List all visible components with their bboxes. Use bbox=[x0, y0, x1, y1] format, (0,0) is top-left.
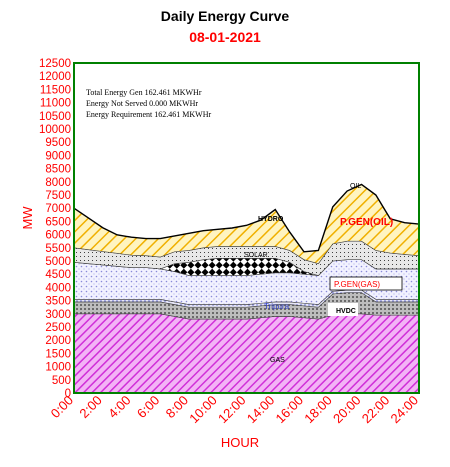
x-tick-label: 12:00 bbox=[215, 393, 249, 427]
stat-requirement: Energy Requirement 162.461 MKWHr bbox=[86, 110, 211, 119]
y-tick-label: 7000 bbox=[45, 203, 71, 215]
y-tick-label: 3500 bbox=[45, 296, 71, 308]
series-label-solar: SOLAR bbox=[244, 252, 268, 259]
stat-total-gen: Total Energy Gen 162.461 MKWHr bbox=[86, 88, 202, 97]
y-tick-label: 10000 bbox=[39, 124, 71, 136]
x-axis-title: HOUR bbox=[221, 435, 259, 450]
chart-subtitle: 08-01-2021 bbox=[189, 29, 261, 45]
y-tick-label: 500 bbox=[52, 375, 71, 387]
pgen-gas-label-box bbox=[329, 276, 403, 291]
x-tick-label: 2:00 bbox=[76, 393, 105, 422]
y-tick-label: 5000 bbox=[45, 256, 71, 268]
plot-frame bbox=[73, 62, 420, 394]
y-tick-label: 3000 bbox=[45, 309, 71, 321]
series-label-oil: OIL bbox=[350, 183, 361, 190]
y-tick-label: 5500 bbox=[45, 243, 71, 255]
hvdc-label-box bbox=[328, 303, 358, 316]
y-tick-label: 1500 bbox=[45, 348, 71, 360]
chart-title: Daily Energy Curve bbox=[161, 8, 290, 24]
x-tick-label: 0:00 bbox=[48, 393, 77, 422]
x-tick-label: 4:00 bbox=[105, 393, 134, 422]
y-tick-label: 2500 bbox=[45, 322, 71, 334]
y-tick-label: 8000 bbox=[45, 177, 71, 189]
y-tick-label: 6500 bbox=[45, 216, 71, 228]
series-label-gas: GAS bbox=[270, 357, 285, 364]
x-tick-label: 18:00 bbox=[301, 393, 335, 427]
area-layers bbox=[73, 183, 420, 394]
y-tick-label: 12000 bbox=[39, 71, 71, 83]
y-tick-label: 2000 bbox=[45, 335, 71, 347]
stat-not-served: Energy Not Served 0.000 MKWHr bbox=[86, 99, 198, 108]
y-tick-label: 6000 bbox=[45, 230, 71, 242]
y-tick-label: 7500 bbox=[45, 190, 71, 202]
series-label-tripura: Tripura bbox=[264, 302, 290, 311]
y-tick-label: 10500 bbox=[39, 111, 71, 123]
x-axis: 0:00 2:00 4:00 6:00 8:0010:0012:0014:0016:00… bbox=[48, 393, 422, 427]
y-tick-label: 4000 bbox=[45, 282, 71, 294]
y-axis-title: MW bbox=[20, 206, 35, 230]
x-tick-label: 6:00 bbox=[134, 393, 163, 422]
y-tick-label: 1000 bbox=[45, 362, 71, 374]
series-label-hydro: HYDRO bbox=[258, 216, 284, 223]
x-tick-label: 20:00 bbox=[330, 393, 364, 427]
total-demand-line bbox=[73, 183, 420, 253]
y-tick-label: 8500 bbox=[45, 164, 71, 176]
series-label-hvdc: HVDC bbox=[336, 308, 356, 315]
x-tick-label: 24:00 bbox=[388, 393, 422, 427]
y-tick-label: 11000 bbox=[40, 98, 71, 110]
y-tick-label: 11500 bbox=[40, 84, 71, 96]
area-gas bbox=[73, 313, 420, 394]
y-tick-label: 12500 bbox=[39, 58, 71, 70]
series-label-pgen-gas: P.GEN(GAS) bbox=[334, 280, 380, 289]
x-tick-label: 16:00 bbox=[273, 393, 307, 427]
y-tick-label: 9500 bbox=[45, 137, 71, 149]
y-tick-label: 9000 bbox=[45, 150, 71, 162]
x-tick-label: 14:00 bbox=[244, 393, 278, 427]
y-tick-label: 0 bbox=[65, 388, 71, 400]
y-tick-label: 4500 bbox=[45, 269, 71, 281]
x-tick-label: 22:00 bbox=[359, 393, 393, 427]
x-tick-label: 10:00 bbox=[186, 393, 220, 427]
series-label-pgen-oil: P.GEN(OIL) bbox=[340, 217, 393, 228]
